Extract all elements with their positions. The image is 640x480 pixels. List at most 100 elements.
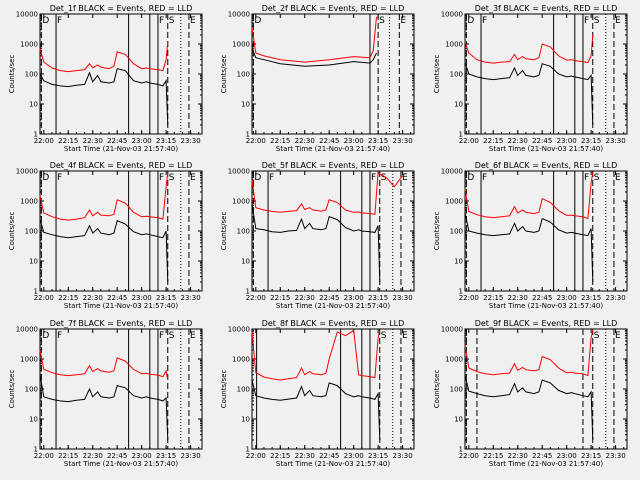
y-tick-label: 100	[450, 71, 463, 79]
y-tick-label: 100	[237, 386, 250, 394]
y-tick-label: 10	[241, 258, 250, 266]
series-line	[39, 68, 169, 126]
x-tick-label: 22:45	[532, 452, 552, 460]
time-marker-label: S	[594, 331, 600, 341]
chart-panel: Det_4f BLACK = Events, RED = LLD Counts/s…	[8, 161, 203, 310]
y-tick-label: 1000	[232, 41, 250, 49]
y-tick-label: 10	[241, 416, 250, 424]
chart-title: Det_8f BLACK = Events, RED = LLD	[262, 319, 405, 328]
y-tick-label: 10000	[16, 168, 38, 176]
y-tick-label: 1	[34, 131, 38, 139]
y-axis-label: Counts/sec	[220, 370, 228, 409]
x-tick-label: 23:30	[605, 452, 625, 460]
time-marker-label: D	[254, 173, 261, 183]
y-tick-label: 10000	[228, 168, 250, 176]
x-tick-label: 23:00	[344, 137, 364, 145]
x-tick-label: 22:45	[107, 452, 127, 460]
x-tick-label: 23:00	[344, 294, 364, 302]
x-axis-label: Start Time (21-Nov-03 21:57:40)	[64, 302, 178, 310]
time-marker-label: S	[169, 173, 175, 183]
y-tick-label: 100	[237, 228, 250, 236]
y-axis-label: Counts/sec	[220, 212, 228, 251]
x-tick-label: 22:45	[319, 137, 339, 145]
x-axis-label: Start Time (21-Nov-03 21:57:40)	[489, 145, 603, 153]
series-line	[251, 203, 381, 283]
x-tick-label: 22:15	[58, 452, 78, 460]
x-tick-label: 22:15	[270, 294, 290, 302]
series-line	[464, 61, 594, 126]
chart-panel: Det_1f BLACK = Events, RED = LLD Counts/s…	[8, 4, 203, 153]
x-tick-label: 22:45	[319, 452, 339, 460]
series-line	[251, 16, 377, 63]
y-tick-label: 1	[34, 446, 38, 454]
y-axis-label: Counts/sec	[8, 212, 16, 251]
y-tick-label: 100	[25, 71, 38, 79]
chart-panel: Det_8f BLACK = Events, RED = LLD Counts/s…	[220, 319, 415, 468]
series-line	[464, 374, 594, 441]
x-tick-label: 22:00	[459, 452, 479, 460]
x-tick-label: 23:00	[557, 452, 577, 460]
y-tick-label: 1	[34, 288, 38, 296]
series-line	[39, 41, 169, 73]
y-tick-label: 1	[246, 131, 250, 139]
time-marker-label: D	[42, 331, 49, 341]
time-marker-label: E	[190, 331, 196, 341]
x-tick-label: 23:30	[392, 294, 412, 302]
series-line	[464, 330, 594, 377]
x-tick-label: 23:30	[180, 137, 200, 145]
x-tick-label: 23:15	[581, 294, 601, 302]
time-marker-label: E	[402, 331, 408, 341]
y-tick-label: 1	[459, 446, 463, 454]
chart-panel: Det_3f BLACK = Events, RED = LLD Counts/s…	[433, 4, 628, 153]
y-tick-label: 1	[459, 288, 463, 296]
y-tick-label: 100	[25, 386, 38, 394]
x-tick-label: 23:15	[156, 137, 176, 145]
x-tick-label: 22:15	[58, 294, 78, 302]
x-tick-label: 22:15	[58, 137, 78, 145]
time-marker-label: E	[400, 16, 406, 26]
x-tick-label: 23:00	[557, 137, 577, 145]
y-tick-label: 100	[25, 228, 38, 236]
time-marker-label: D	[42, 16, 49, 26]
x-tick-label: 23:00	[344, 452, 364, 460]
y-tick-label: 1000	[445, 41, 463, 49]
x-tick-label: 22:00	[34, 294, 54, 302]
time-marker-label: S	[594, 173, 600, 183]
y-axis-label: Counts/sec	[433, 370, 441, 409]
y-tick-label: 10000	[16, 11, 38, 19]
time-marker-label: F	[57, 173, 62, 183]
chart-title: Det_2f BLACK = Events, RED = LLD	[262, 4, 405, 13]
x-axis-label: Start Time (21-Nov-03 21:57:40)	[276, 460, 390, 468]
x-tick-label: 23:30	[180, 294, 200, 302]
time-marker-label: E	[402, 173, 408, 183]
time-marker-label: E	[615, 16, 621, 26]
x-tick-label: 22:30	[83, 452, 103, 460]
time-marker-label: S	[169, 331, 175, 341]
y-tick-label: 1000	[20, 41, 38, 49]
y-tick-label: 10	[29, 258, 38, 266]
y-tick-label: 1000	[20, 198, 38, 206]
y-tick-label: 100	[237, 71, 250, 79]
x-tick-label: 23:30	[180, 452, 200, 460]
plot-frame	[251, 170, 415, 292]
y-axis-label: Counts/sec	[433, 212, 441, 251]
series-line	[251, 379, 381, 441]
y-tick-label: 1	[459, 131, 463, 139]
x-tick-label: 23:15	[581, 137, 601, 145]
time-marker-label: S	[379, 16, 385, 26]
x-axis-label: Start Time (21-Nov-03 21:57:40)	[489, 460, 603, 468]
plot-frame	[39, 13, 203, 135]
x-tick-label: 22:15	[270, 137, 290, 145]
time-marker-label: S	[594, 16, 600, 26]
time-marker-label: S	[381, 331, 387, 341]
x-tick-label: 22:30	[295, 294, 315, 302]
time-marker-label: D	[467, 16, 474, 26]
y-tick-label: 1000	[232, 198, 250, 206]
x-tick-label: 22:00	[246, 294, 266, 302]
x-tick-label: 23:15	[368, 137, 388, 145]
y-tick-label: 10000	[441, 168, 463, 176]
time-marker-label: D	[467, 173, 474, 183]
time-marker-label: E	[190, 173, 196, 183]
y-tick-label: 1	[246, 446, 250, 454]
x-tick-label: 22:45	[107, 137, 127, 145]
